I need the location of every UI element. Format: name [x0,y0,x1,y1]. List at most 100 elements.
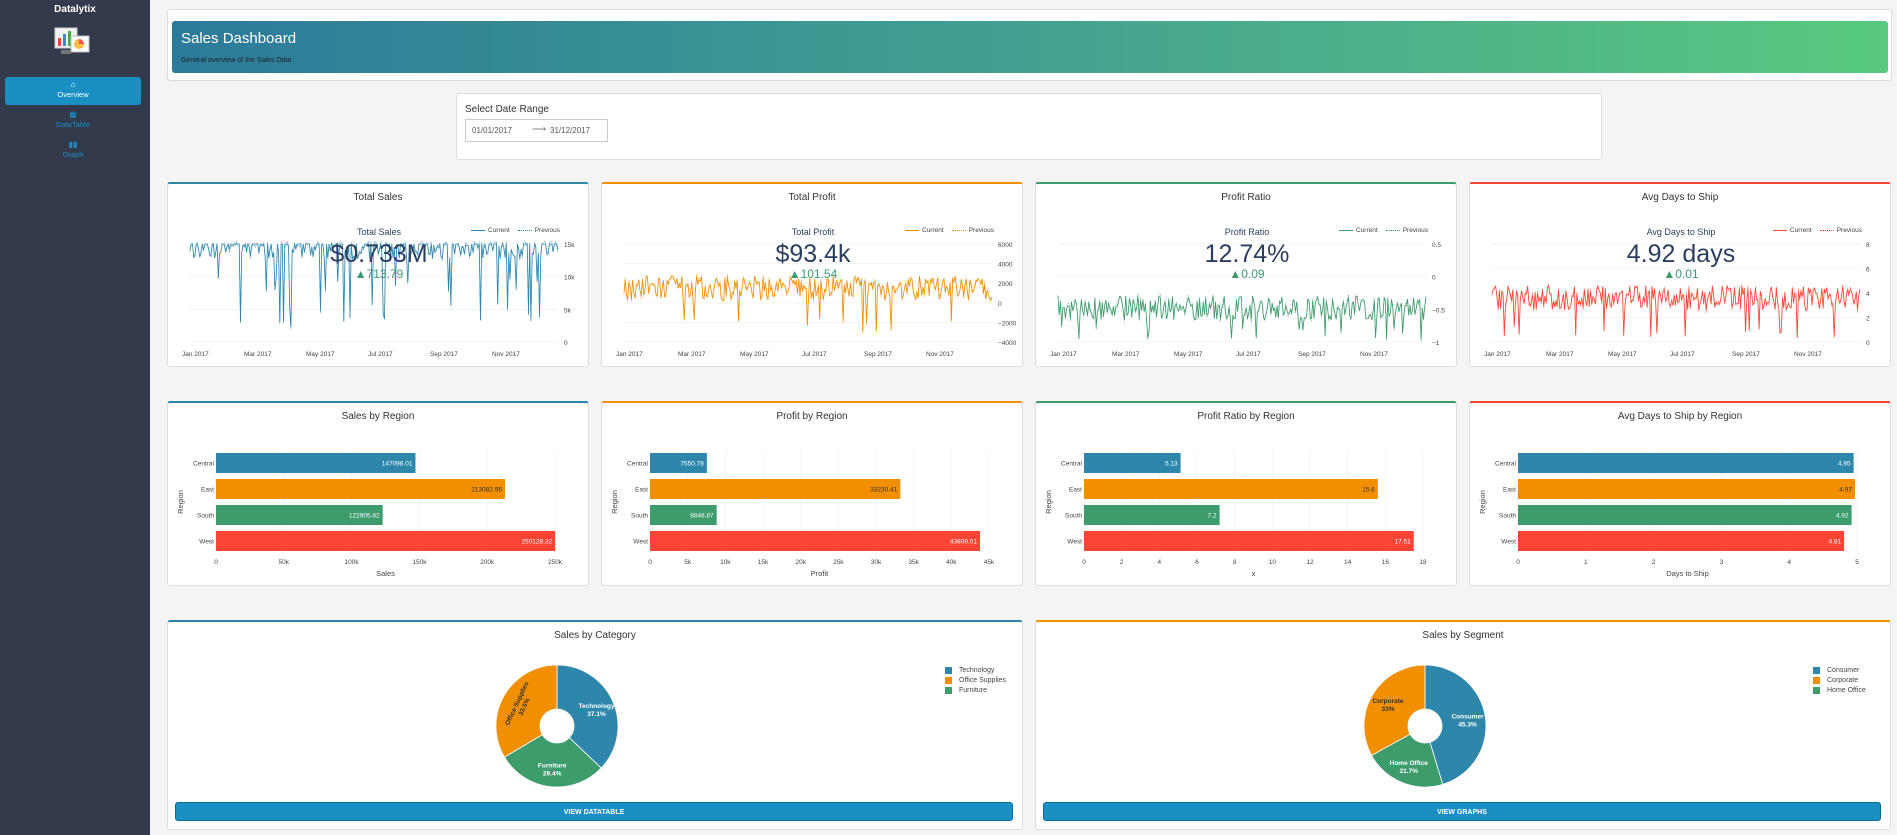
legend-item[interactable]: Office Supplies [945,676,1006,686]
legend-item[interactable]: Previous [951,227,994,234]
bar-south[interactable] [1518,505,1852,525]
slice-percent: 21.7% [1400,768,1419,775]
kpi-legend: Current Previous [1339,227,1428,234]
legend-item[interactable]: Current [905,227,944,234]
slice-office-supplies[interactable] [495,664,558,758]
kpi-delta: ▲713.79 [354,267,404,281]
x-axis-label: Profit [811,569,829,578]
legend-item[interactable]: Previous [1819,227,1862,234]
x-tick-label: 14 [1344,559,1352,566]
bar-chart: 0 5k 10k 15k 20k 25k 30k 35k 40k 45k Central 7550.7… [610,450,995,578]
brand-name: Datalytix [54,4,96,15]
x-tick-label: 10k [720,559,731,566]
sidebar-item-datatable[interactable]: ▦ DataTable [5,107,141,135]
chart-title: Sales by Segment [1422,630,1504,641]
legend-label: Home Office [1827,687,1866,694]
bar-value-label: 4.97 [1839,487,1852,494]
x-tick-label: 50k [279,559,290,566]
x-tick-label: 35k [908,559,919,566]
x-tick-label: 30k [871,559,882,566]
x-tick-label: Mar 2017 [678,351,706,358]
sidebar-item-graph[interactable]: ▮▮ Graph [5,137,141,165]
legend-item[interactable]: Furniture [945,686,1006,696]
category-label: West [1067,539,1082,546]
legend-swatch [1813,666,1820,674]
bar-east[interactable] [1518,479,1855,499]
legend-item[interactable]: Corporate [1813,676,1866,686]
chart-title: Sales by Region [341,411,415,422]
legend-item[interactable]: Current [1773,227,1812,234]
bar-east[interactable] [1084,479,1378,499]
bar-central[interactable] [1084,453,1181,473]
slice-furniture[interactable] [503,734,602,788]
bar-south[interactable] [216,505,383,525]
date-range-picker[interactable]: 01/01/2017 ⟶ 31/12/2017 [465,119,608,142]
legend-label: Office Supplies [959,677,1006,684]
legend-swatch [945,686,952,694]
x-tick-label: Nov 2017 [492,351,520,358]
x-tick-label: Sep 2017 [430,351,458,358]
legend-swatch [1385,229,1400,231]
legend-item[interactable]: Home Office [1813,686,1866,696]
legend-item[interactable]: Technology [945,666,1006,676]
legend-item[interactable]: Previous [517,227,560,234]
y-tick-label: 0 [1432,275,1436,282]
kpi-card-3: Avg Days to Ship 8 6 4 2 0 Jan 2017 Mar 2017 May… [1469,182,1891,367]
bar-central[interactable] [216,453,416,473]
legend-item[interactable]: Current [1339,227,1378,234]
x-axis-label: Days to Ship [1666,569,1709,578]
pie-card-4: Sales by Category Technology 37.1% Furnitur… [167,620,1023,830]
bar-west[interactable] [216,531,556,551]
region-bar-card-0: Sales by Region 0 50k 100k 150k 200k 250k Centr… [167,401,589,586]
x-tick-label: Jan 2017 [616,351,643,358]
slice-consumer[interactable] [1424,664,1487,785]
x-tick-label: 2 [1120,559,1124,566]
slice-home-office[interactable] [1371,733,1444,788]
x-tick-label: 25k [833,559,844,566]
y-tick-label: 4000 [998,262,1013,269]
bar-south[interactable] [650,505,717,525]
slice-technology[interactable] [556,664,619,769]
end-date-input[interactable]: 31/12/2017 [550,126,591,135]
bar-central[interactable] [1518,453,1854,473]
x-tick-label: 100k [345,559,360,566]
start-date-input[interactable]: 01/01/2017 [472,126,513,135]
legend-item[interactable]: Previous [1385,227,1428,234]
bar-chart: 0 2 4 6 8 10 12 14 16 18 Central 5.13 East 15.6 South 7… [1044,450,1427,578]
bar-value-label: 147098.01 [382,461,413,468]
category-label: South [197,513,214,520]
bar-central[interactable] [650,453,707,473]
sidebar-item-overview[interactable]: ⌂ Overview [5,77,141,105]
y-axis-label: Region [1044,490,1053,514]
kpi-indicator-title: Profit Ratio [1224,227,1270,237]
kpi-indicator-title: Avg Days to Ship [1646,227,1716,237]
view-datatable-button[interactable]: VIEW DATATABLE [175,802,1013,821]
bar-east[interactable] [216,479,505,499]
bar-west[interactable] [1518,531,1845,551]
bar-west[interactable] [650,531,981,551]
x-tick-label: 10 [1269,559,1277,566]
legend-item[interactable]: Consumer [1813,666,1866,676]
category-label: East [635,487,648,494]
kpi-card-title: Total Profit [788,192,836,203]
slice-name: Consumer [1451,714,1484,721]
view-graphs-button[interactable]: VIEW GRAPHS [1043,802,1881,821]
y-tick-label: 2 [1866,316,1870,323]
y-tick-label: −0.5 [1432,307,1445,314]
bar-east[interactable] [650,479,901,499]
kpi-delta: ▲101.54 [788,267,838,281]
x-tick-label: Sep 2017 [1298,351,1326,358]
bar-west[interactable] [1084,531,1414,551]
legend-item[interactable]: Current [471,227,510,234]
pie-legend: Technology Office Supplies Furniture [945,666,1006,696]
bar-south[interactable] [1084,505,1220,525]
main-content: Sales Dashboard General overview of the … [150,0,1897,835]
slice-name: Technology [579,703,615,710]
x-tick-label: Jul 2017 [802,351,827,358]
x-tick-label: 40k [946,559,957,566]
legend-label: Consumer [1827,667,1860,674]
slice-corporate[interactable] [1363,664,1426,756]
legend-swatch [905,229,919,231]
